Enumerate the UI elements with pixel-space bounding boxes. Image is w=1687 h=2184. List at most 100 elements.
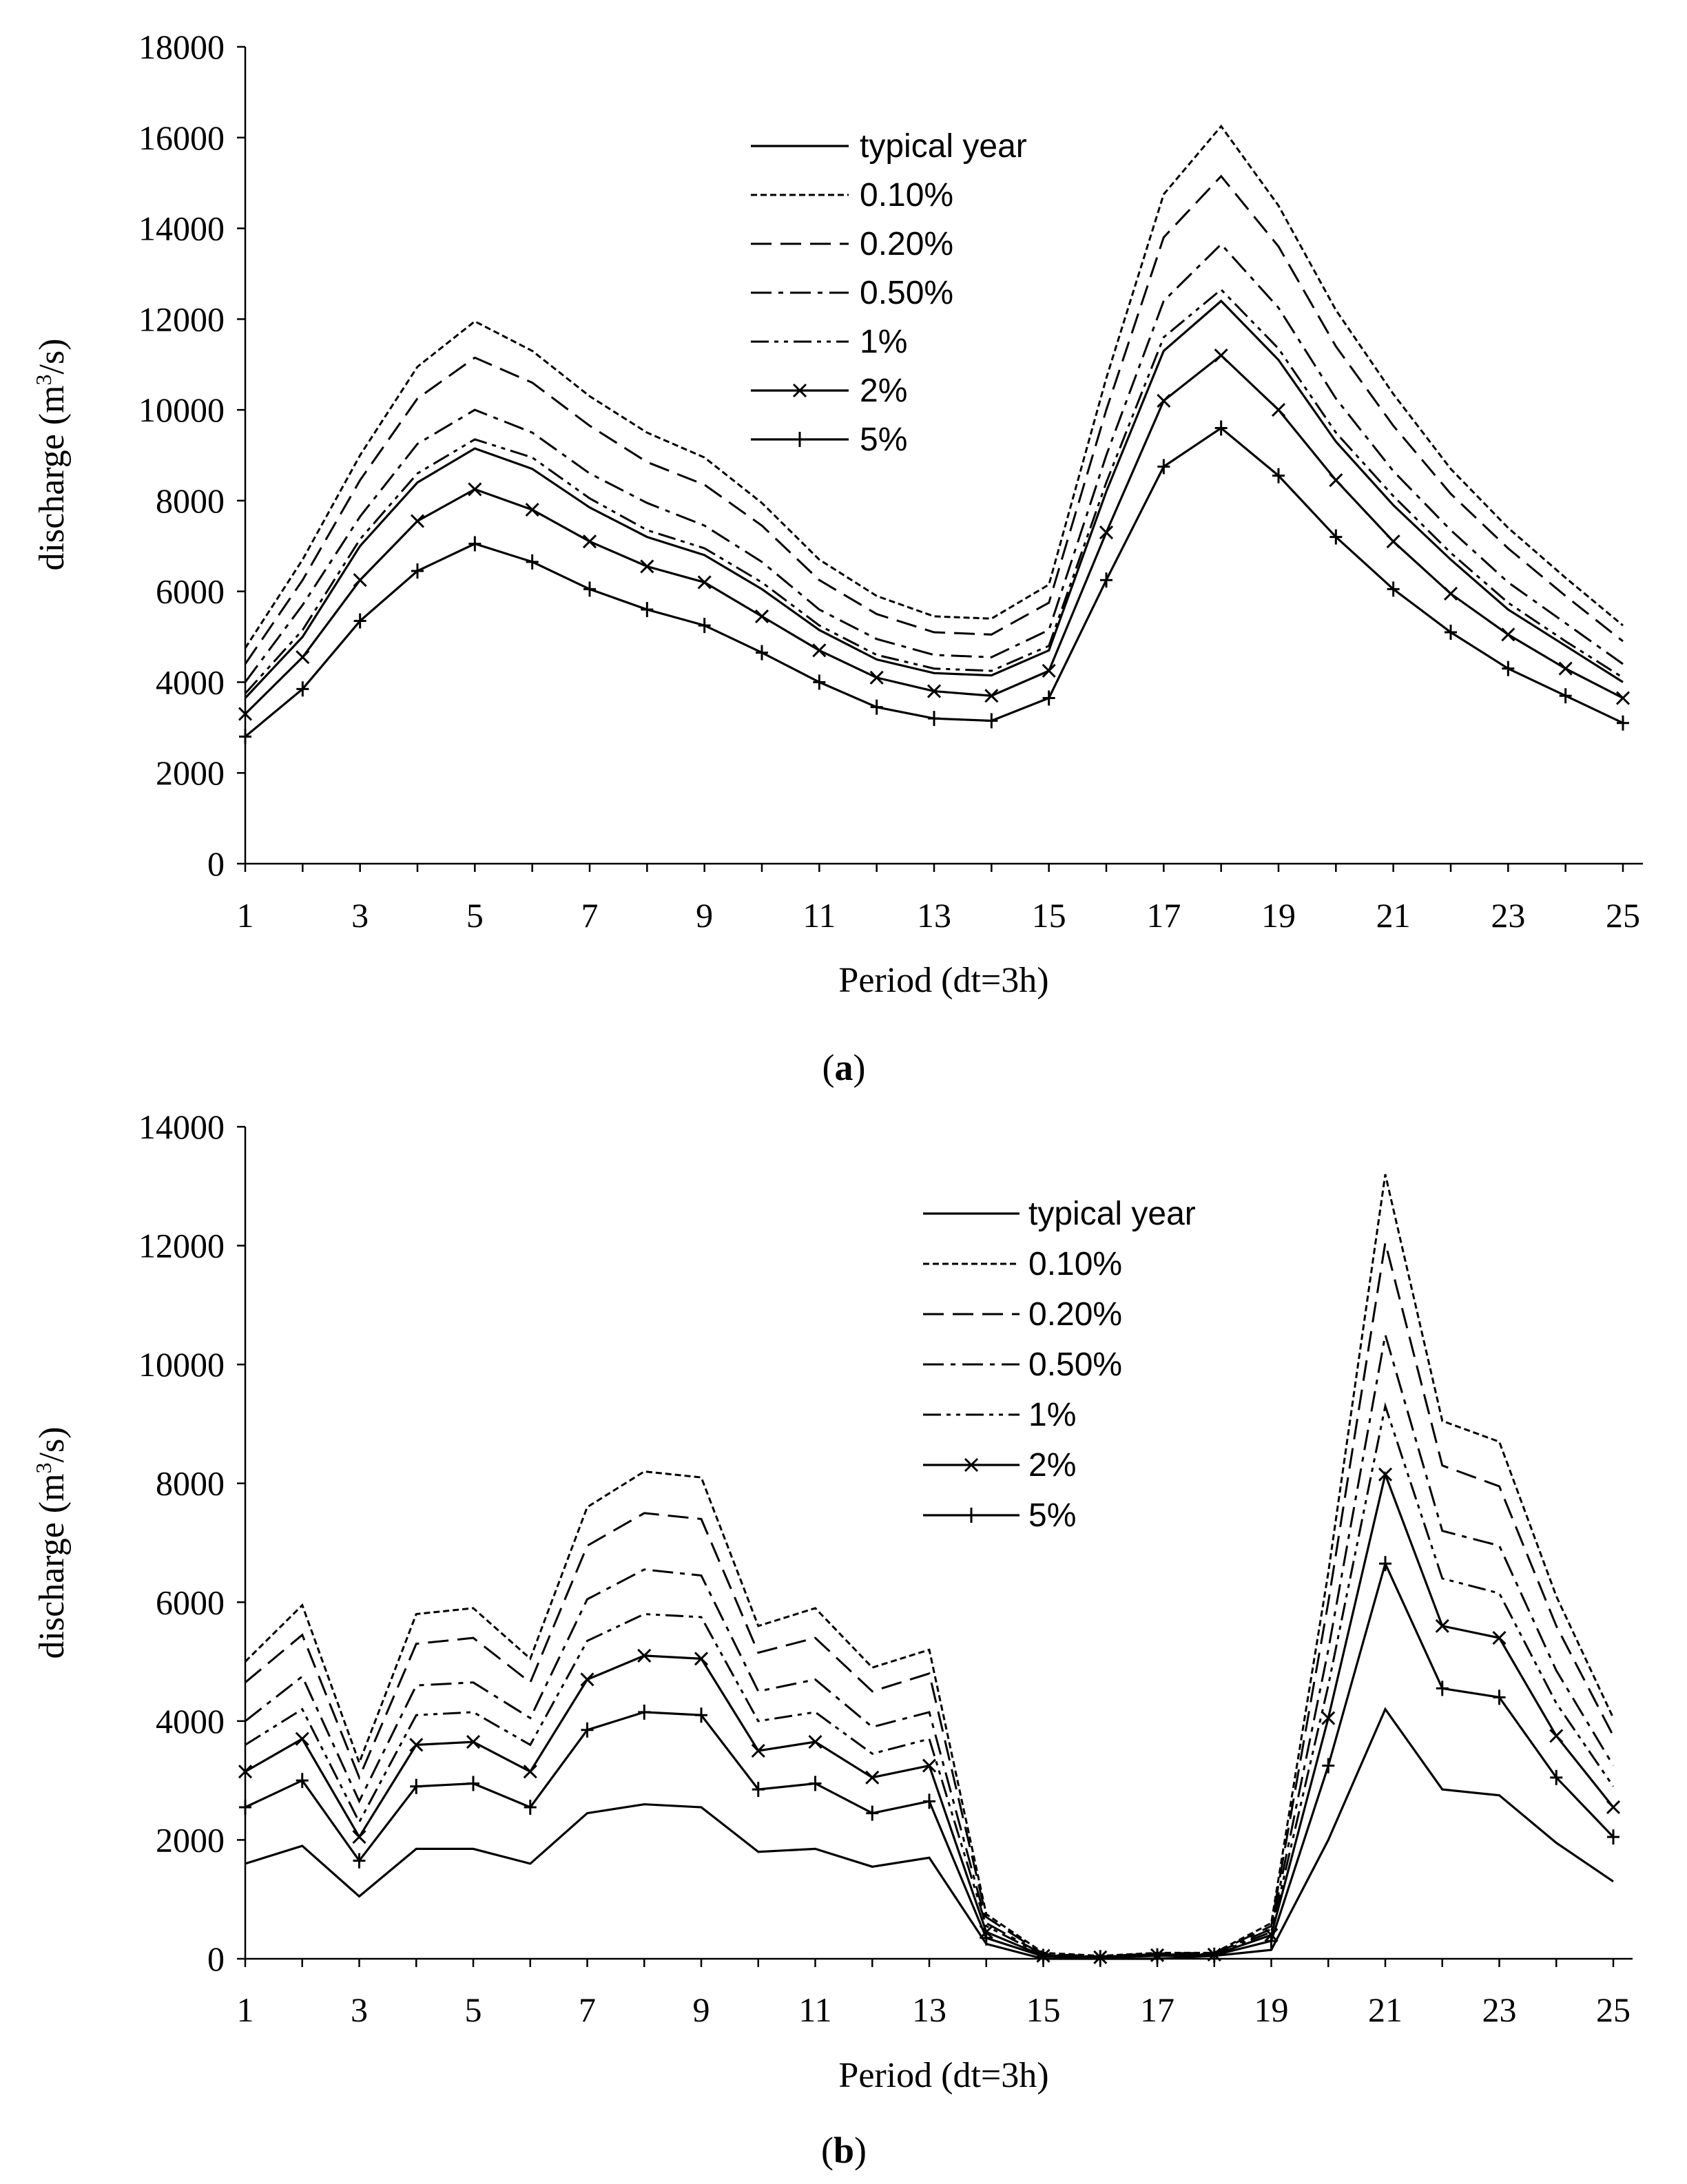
y-tick-label-a: 16000	[138, 118, 225, 157]
data-point-a-6	[870, 699, 883, 715]
data-point-b-6	[638, 1704, 651, 1720]
data-point-b-5	[1378, 1467, 1393, 1481]
series-line-a-4	[244, 288, 1624, 694]
legend-marker	[792, 383, 807, 398]
data-point-b-6	[296, 1773, 309, 1789]
x-tick-label-a: 25	[1606, 896, 1640, 935]
y-tick-label-b: 4000	[156, 1702, 225, 1740]
data-point-b-6	[1436, 1681, 1449, 1696]
y-tick-label-a: 2000	[156, 753, 225, 792]
legend-item-a-5: 2%	[751, 373, 907, 409]
data-point-b-5	[1492, 1630, 1507, 1645]
x-tick-label-a: 23	[1491, 896, 1525, 935]
data-point-a-5	[754, 609, 769, 623]
data-point-a-5	[869, 670, 884, 685]
x-tick-label-b: 23	[1482, 1990, 1517, 2029]
legend-label: 0.50%	[1028, 1346, 1122, 1383]
legend-item-b-1: 0.10%	[923, 1246, 1122, 1282]
data-point-b-5	[1435, 1619, 1449, 1633]
x-tick-label-a: 15	[1032, 896, 1066, 935]
data-point-b-6	[980, 1930, 993, 1946]
legend-label: 0.20%	[860, 226, 953, 262]
x-tick-label-b: 3	[351, 1990, 368, 2029]
data-point-a-6	[1042, 690, 1055, 706]
data-point-a-5	[410, 514, 425, 528]
data-point-b-5	[1549, 1729, 1564, 1743]
data-point-a-5	[1501, 627, 1515, 642]
data-point-a-6	[526, 554, 539, 570]
x-tick-label-b: 9	[693, 1990, 710, 2029]
data-point-a-5	[238, 707, 253, 721]
data-point-a-6	[1559, 688, 1572, 704]
legend-item-b-0: typical year	[923, 1196, 1196, 1232]
data-point-b-5	[295, 1731, 309, 1746]
data-point-b-6	[1322, 1758, 1335, 1774]
data-point-b-5	[922, 1758, 937, 1773]
x-tick-label-b: 19	[1254, 1990, 1289, 2029]
data-point-a-6	[1329, 529, 1343, 545]
data-point-a-5	[582, 534, 597, 549]
series-line-b-1	[244, 1174, 1615, 1957]
x-tick-label-b: 17	[1140, 1990, 1174, 2029]
data-point-a-6	[985, 713, 998, 729]
data-point-a-6	[1445, 624, 1457, 640]
data-point-a-5	[1443, 586, 1458, 601]
data-point-b-6	[752, 1782, 765, 1798]
y-tick-label-a: 18000	[138, 28, 225, 66]
x-tick-label-a: 13	[917, 896, 951, 935]
legend-item-a-2: 0.20%	[751, 226, 953, 262]
x-tick-label-b: 15	[1026, 1990, 1061, 2029]
data-point-a-6	[296, 681, 309, 697]
panel-label-b: (b)	[821, 2130, 867, 2171]
legend-label: 1%	[860, 324, 907, 360]
data-point-a-5	[1214, 348, 1228, 363]
x-tick-label-a: 9	[696, 896, 713, 935]
data-point-a-5	[1042, 663, 1056, 678]
data-point-b-6	[1550, 1769, 1563, 1785]
y-tick-label-b: 6000	[156, 1583, 225, 1621]
data-point-a-5	[1558, 661, 1573, 676]
y-tick-label-a: 14000	[138, 209, 225, 248]
data-point-b-5	[238, 1765, 253, 1779]
data-point-a-5	[984, 689, 999, 703]
data-point-a-5	[927, 684, 942, 698]
legend-label: 0.50%	[860, 275, 953, 311]
data-point-a-6	[411, 563, 424, 579]
legend-label: 2%	[1028, 1447, 1076, 1484]
legend-label: 1%	[1028, 1397, 1076, 1433]
data-point-b-5	[637, 1648, 652, 1663]
y-ticks-a: 0 2000 4000 6000 8000 10000 12000 14000 16000 180…	[138, 28, 245, 883]
data-point-b-6	[1607, 1829, 1619, 1845]
data-point-b-6	[1208, 1947, 1221, 1963]
data-point-a-5	[468, 482, 482, 497]
data-point-a-6	[1214, 420, 1228, 436]
y-tick-label-b: 14000	[138, 1107, 225, 1146]
legend-label: typical year	[1028, 1196, 1196, 1232]
x-tick-label-a: 17	[1146, 896, 1181, 935]
data-point-b-5	[808, 1734, 822, 1749]
series-line-a-1	[244, 124, 1624, 649]
data-point-a-6	[583, 581, 596, 597]
legend-label: 2%	[860, 373, 907, 409]
legend-item-a-1: 0.10%	[751, 177, 953, 214]
data-point-a-6	[1387, 581, 1400, 597]
legend-item-b-5: 2%	[923, 1447, 1076, 1484]
data-point-b-5	[466, 1734, 481, 1749]
data-point-b-5	[409, 1738, 424, 1752]
x-axis-title-a: Period (dt=3h)	[838, 961, 1048, 1000]
y-tick-label-b: 10000	[138, 1345, 225, 1384]
data-point-b-6	[1265, 1933, 1278, 1949]
data-point-b-6	[695, 1707, 707, 1723]
legend-item-a-6: 5%	[751, 422, 907, 458]
y-axis-title-a: discharge (m3/s)	[31, 338, 72, 570]
data-point-a-5	[525, 503, 539, 517]
data-point-b-6	[1094, 1950, 1107, 1966]
data-point-a-6	[1502, 661, 1515, 676]
data-point-b-6	[866, 1805, 879, 1821]
series-line-a-5	[244, 353, 1624, 715]
legend-label: 5%	[860, 422, 907, 458]
data-point-a-5	[1157, 393, 1171, 408]
series-a	[238, 124, 1631, 745]
